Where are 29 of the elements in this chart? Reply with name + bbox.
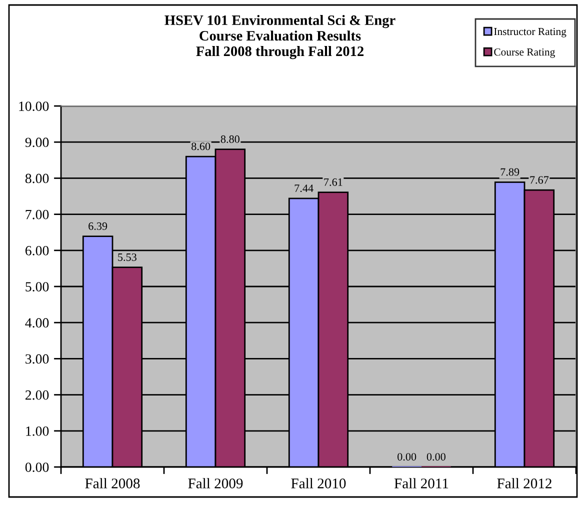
y-tick-label: 2.00 (26, 390, 49, 400)
y-tick-label: 10.00 (19, 102, 49, 112)
data-label: 5.53 (118, 253, 136, 261)
y-tick-label: 6.00 (25, 246, 49, 256)
data-label: 8.60 (192, 142, 210, 150)
y-tick-label: 8.00 (25, 174, 49, 184)
data-label: 7.89 (500, 168, 520, 176)
data-label: 8.80 (220, 135, 240, 143)
x-tick-label: Fall 2011 (394, 478, 448, 488)
y-tick-label: 3.00 (26, 354, 49, 364)
y-tick-label: 7.00 (26, 210, 49, 220)
y-tick-label: 1.00 (26, 426, 49, 436)
data-label: 6.39 (88, 222, 108, 230)
x-tick-label: Fall 2010 (291, 478, 346, 488)
data-label: 7.44 (294, 184, 314, 192)
data-label: 0.00 (398, 453, 416, 461)
y-tick-label: 9.00 (25, 138, 49, 148)
chart-title: HSEV 101 Environmental Sci & Engr Course Evaluation Results Fall 2008 through Fall 2012 (164, 15, 396, 60)
data-label: 0.00 (426, 453, 446, 461)
legend-label: Instructor Rating (494, 28, 566, 38)
y-tick-label: 5.00 (26, 282, 49, 292)
data-label: 7.67 (530, 176, 549, 184)
x-tick-label: Fall 2012 (497, 478, 552, 488)
y-tick-label: 4.00 (25, 318, 49, 328)
y-tick-label: 0.00 (25, 462, 49, 472)
x-tick-label: Fall 2009 (188, 478, 243, 488)
x-tick-label: Fall 2008 (85, 478, 140, 488)
legend-label: Course Rating (494, 48, 555, 58)
data-label: 7.61 (324, 178, 342, 186)
